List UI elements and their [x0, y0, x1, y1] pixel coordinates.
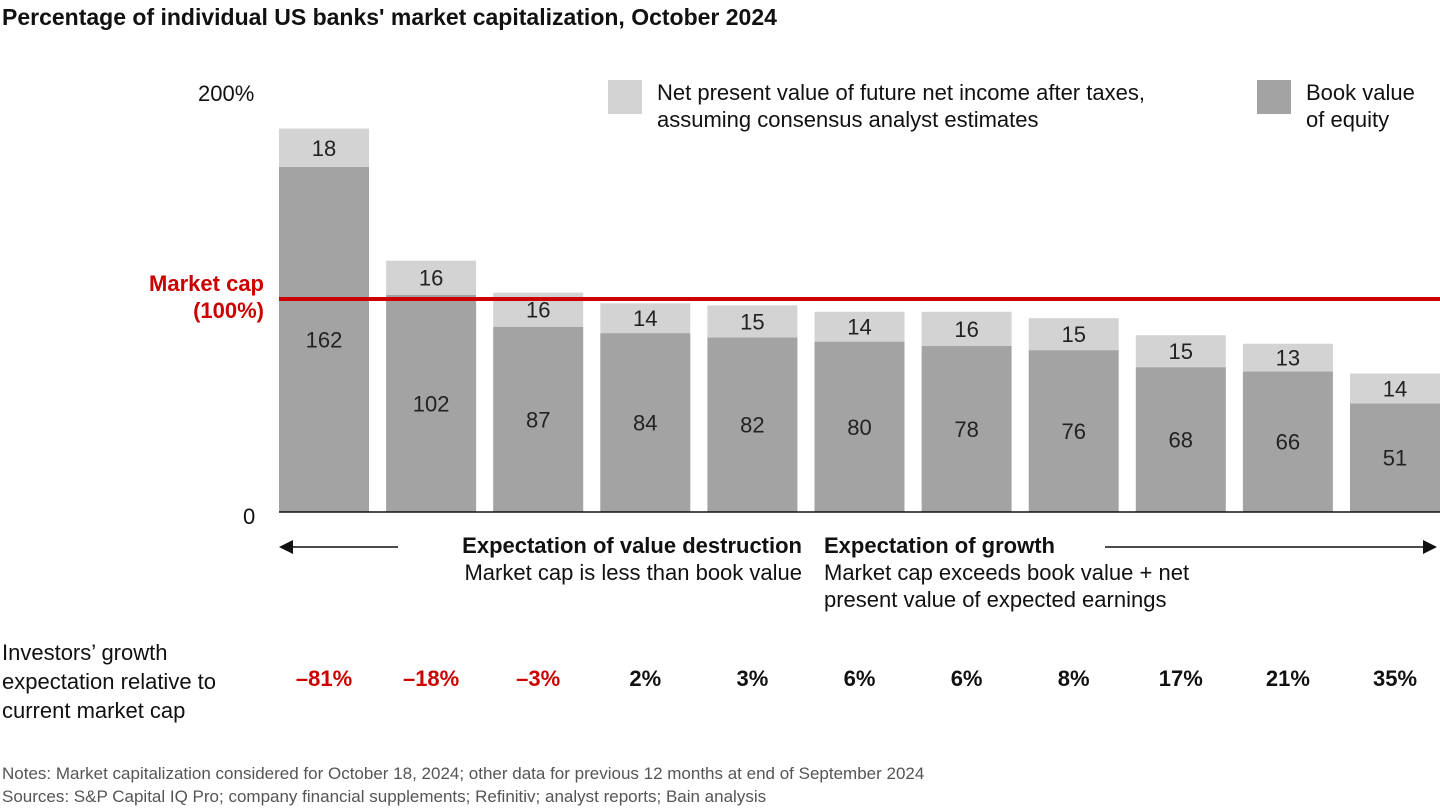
label-npv: 15: [740, 309, 764, 334]
label-book-value: 78: [954, 417, 978, 442]
growth-expectation-value: 6%: [843, 666, 876, 691]
label-book-value: 80: [847, 415, 871, 440]
growth-expectation-value: 3%: [736, 666, 769, 691]
y-tick-200: 200%: [198, 81, 255, 106]
bar-book-value: [386, 294, 477, 512]
bar-npv: [279, 128, 369, 167]
bar-book-value: [1028, 350, 1119, 512]
label-book-value: 68: [1169, 428, 1193, 453]
bar-book-value: [921, 345, 1012, 512]
growth-expectation-value: 21%: [1265, 666, 1310, 691]
bar-book-value: [1350, 403, 1440, 512]
bar-book-value: [1242, 371, 1333, 512]
bar-book-value: [707, 337, 798, 512]
destruction-subtitle: Market cap is less than book value: [464, 560, 802, 585]
chart-title: Percentage of individual US banks' marke…: [2, 4, 777, 30]
growth-expectation-value: –3%: [516, 666, 561, 691]
label-npv: 16: [526, 298, 550, 323]
label-npv: 14: [633, 306, 657, 331]
legend-npv: Net present value of future net income a…: [657, 79, 1145, 133]
label-npv: 16: [954, 317, 978, 342]
label-book-value: 84: [633, 411, 657, 436]
bar-npv: [1135, 335, 1226, 368]
label-npv: 14: [847, 315, 871, 340]
legend-swatch-book: [1257, 80, 1291, 114]
growth-label-line2: expectation relative to: [2, 669, 217, 694]
arrow-right-icon: [1423, 540, 1437, 554]
growth-expectation-label: Investors’ growth expectation relative t…: [2, 638, 216, 725]
bar-book-value: [279, 166, 369, 512]
label-npv: 16: [419, 266, 443, 291]
growth-expectation-value: 6%: [950, 666, 983, 691]
destruction-annotation: Expectation of value destruction Market …: [462, 532, 802, 586]
legend-npv-line2: assuming consensus analyst estimates: [657, 107, 1039, 132]
arrow-left-icon: [279, 540, 293, 554]
destruction-title: Expectation of value destruction: [462, 533, 802, 558]
legend-npv-line1: Net present value of future net income a…: [657, 80, 1145, 105]
growth-expectation-value: –18%: [402, 666, 460, 691]
growth-subtitle-line1: Market cap exceeds book value + net: [824, 560, 1190, 585]
bar-book-value: [814, 341, 905, 512]
growth-annotation: Expectation of growth Market cap exceeds…: [824, 532, 1189, 613]
label-npv: 13: [1276, 346, 1300, 371]
label-book-value: 87: [526, 407, 550, 432]
sources: Sources: S&P Capital IQ Pro; company fin…: [2, 787, 767, 806]
bar-book-value: [1135, 367, 1226, 512]
label-book-value: 51: [1383, 446, 1407, 471]
growth-label-line3: current market cap: [2, 698, 186, 723]
growth-expectation-value: –81%: [295, 666, 353, 691]
bar-book-value: [600, 333, 691, 512]
label-book-value: 82: [740, 413, 764, 438]
bar-npv: [707, 305, 798, 338]
bar-book-value: [493, 326, 584, 512]
growth-title: Expectation of growth: [824, 533, 1055, 558]
legend-book-line2: of equity: [1306, 107, 1390, 132]
bar-npv: [1242, 343, 1333, 372]
bar-npv: [1028, 318, 1119, 351]
market-cap-label: Market cap (100%): [149, 270, 264, 324]
growth-expectation-value: 35%: [1372, 666, 1418, 691]
growth-expectation-value: 17%: [1158, 666, 1203, 691]
y-tick-0: 0: [243, 504, 256, 529]
growth-label-line1: Investors’ growth: [2, 640, 168, 665]
bar-npv: [814, 311, 905, 342]
market-cap-label-line1: Market cap: [149, 271, 264, 296]
growth-expectation-value: 2%: [629, 666, 662, 691]
growth-subtitle-line2: present value of expected earnings: [824, 587, 1167, 612]
growth-expectation-value: 8%: [1057, 666, 1090, 691]
label-book-value: 102: [413, 391, 450, 416]
legend-swatch-npv: [608, 80, 642, 114]
notes: Notes: Market capitalization considered …: [2, 764, 925, 783]
bar-npv: [386, 260, 477, 295]
label-npv: 14: [1383, 376, 1407, 401]
bar-npv: [921, 311, 1012, 346]
label-book-value: 162: [306, 327, 343, 352]
market-cap-label-line2: (100%): [193, 298, 264, 323]
label-book-value: 66: [1276, 430, 1300, 455]
label-npv: 15: [1169, 339, 1193, 364]
bar-npv: [600, 303, 691, 334]
label-npv: 18: [312, 136, 336, 161]
legend-book: Book value of equity: [1306, 79, 1415, 133]
legend-book-line1: Book value: [1306, 80, 1415, 105]
label-npv: 15: [1061, 322, 1085, 347]
bar-npv: [1350, 373, 1440, 404]
label-book-value: 76: [1061, 419, 1085, 444]
